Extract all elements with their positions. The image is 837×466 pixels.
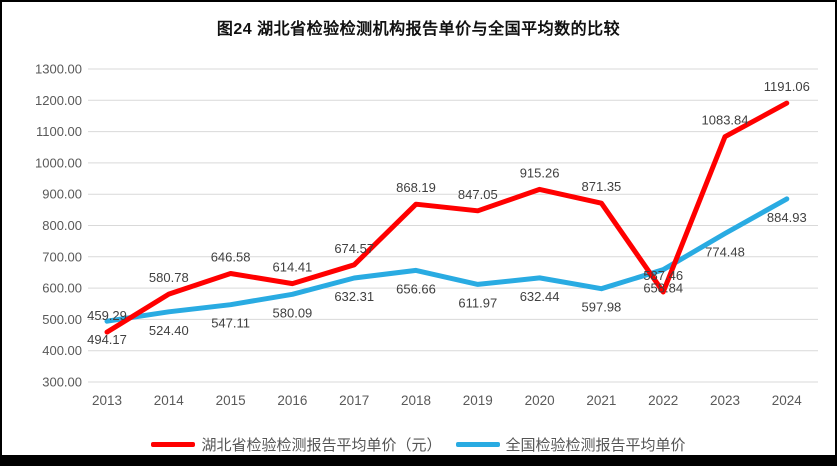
data-point-label: 915.26 (520, 165, 560, 180)
series-line (104, 196, 790, 324)
data-point-label: 614.41 (273, 260, 313, 275)
x-axis-tick-label: 2018 (401, 393, 431, 408)
data-point-label: 597.98 (582, 300, 622, 315)
y-axis-tick-label: 1000.00 (35, 155, 82, 170)
data-point-label: 580.78 (149, 270, 189, 285)
data-point-label: 871.35 (582, 179, 622, 194)
page-edge-bar (2, 455, 835, 464)
data-point-label: 580.09 (273, 305, 313, 320)
y-axis-tick-label: 500.00 (42, 312, 82, 327)
y-axis-tick-label: 1200.00 (35, 93, 82, 108)
data-point-label: 459.29 (87, 308, 127, 323)
data-point-label: 494.17 (87, 332, 127, 347)
data-point-label: 868.19 (396, 180, 436, 195)
data-point-label: 632.31 (334, 289, 374, 304)
y-axis-tick-label: 1100.00 (36, 124, 82, 139)
hubei-series-swatch-icon (151, 441, 196, 447)
x-axis-tick-label: 2013 (92, 393, 122, 408)
data-point-label: 1083.84 (702, 113, 749, 128)
y-axis-tick-label: 800.00 (42, 218, 82, 233)
x-axis-tick-label: 2024 (772, 393, 803, 408)
legend-item-hubei: 湖北省检验检测报告平均单价（元） (151, 434, 442, 455)
x-axis-tick-label: 2019 (463, 393, 493, 408)
x-axis-tick-label: 2023 (710, 393, 740, 408)
y-axis-tick-label: 600.00 (42, 281, 82, 296)
data-point-label: 646.58 (211, 250, 251, 265)
data-point-label: 547.11 (211, 316, 250, 331)
national-series-swatch-icon (455, 441, 500, 447)
series-line (104, 100, 790, 335)
data-point-label: 524.40 (149, 323, 189, 338)
data-point-label: 674.57 (334, 241, 374, 256)
data-point-label: 1191.06 (764, 79, 810, 94)
x-axis-tick-label: 2020 (525, 393, 555, 408)
chart-legend: 湖北省检验检测报告平均单价（元） 全国检验检测报告平均单价 (2, 432, 835, 456)
data-point-label: 847.05 (458, 187, 498, 202)
y-axis-tick-label: 400.00 (42, 343, 82, 358)
data-point-label: 587.46 (643, 268, 683, 283)
x-axis-tick-label: 2017 (339, 393, 369, 408)
x-axis-tick-label: 2021 (586, 393, 616, 408)
y-axis-tick-label: 1300.00 (35, 62, 82, 77)
y-axis-tick-label: 900.00 (42, 187, 82, 202)
x-axis-tick-label: 2016 (277, 393, 307, 408)
legend-label-hubei: 湖北省检验检测报告平均单价（元） (201, 436, 442, 454)
legend-item-national: 全国检验检测报告平均单价 (455, 434, 686, 455)
data-point-label: 658.84 (643, 281, 683, 296)
x-axis-tick-label: 2015 (216, 393, 246, 408)
data-point-label: 656.66 (396, 281, 436, 296)
data-point-label: 611.97 (458, 295, 497, 310)
chart-title: 图24 湖北省检验检测机构报告单价与全国平均数的比较 (216, 21, 621, 38)
y-axis-tick-label: 700.00 (42, 249, 82, 264)
x-axis-tick-label: 2014 (154, 393, 185, 408)
data-point-label: 774.48 (705, 244, 745, 259)
data-point-label: 632.44 (520, 289, 560, 304)
x-axis-tick-label: 2022 (648, 393, 678, 408)
data-point-label: 884.93 (767, 210, 807, 225)
legend-label-national: 全国检验检测报告平均单价 (505, 436, 686, 454)
y-axis-tick-label: 300.00 (42, 375, 82, 390)
